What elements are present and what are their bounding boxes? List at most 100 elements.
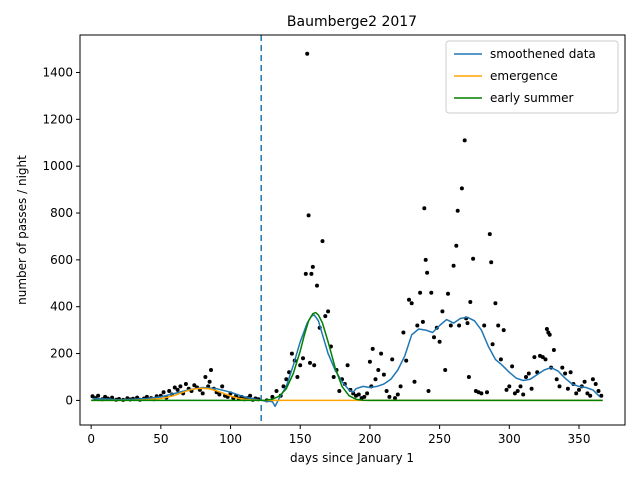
y-tick-label: 1200 [42, 112, 73, 126]
data-point [544, 327, 549, 331]
data-point [209, 368, 213, 372]
data-point [200, 391, 205, 396]
data-point [440, 309, 445, 314]
series-line-2 [91, 311, 603, 402]
data-point [295, 375, 300, 379]
data-point [96, 393, 101, 398]
data-point [496, 323, 501, 328]
data-point [323, 314, 328, 319]
data-point [370, 346, 375, 351]
data-point [459, 186, 464, 191]
data-point [468, 300, 473, 304]
data-point [582, 379, 587, 384]
series-line-1 [91, 387, 603, 402]
data-point [529, 386, 534, 391]
data-point [248, 393, 253, 398]
data-point [560, 365, 565, 370]
data-point [90, 394, 95, 399]
data-point [365, 391, 370, 396]
x-axis: 0 50 100 150 200 250 300 350 [87, 425, 590, 446]
data-point [310, 264, 315, 269]
y-tick-label: 600 [50, 253, 73, 267]
data-point [192, 383, 197, 388]
data-point [418, 290, 423, 295]
plot-area [90, 35, 604, 425]
data-point [423, 257, 428, 262]
data-point [420, 319, 425, 324]
data-point [501, 328, 506, 333]
data-point [557, 384, 562, 389]
data-point [183, 382, 188, 386]
legend-label: smoothened data [490, 47, 596, 61]
data-point [422, 206, 427, 211]
data-point [577, 387, 581, 392]
data-point [398, 384, 403, 389]
data-point [395, 392, 400, 397]
legend-box [445, 40, 619, 114]
data-point [426, 389, 431, 393]
data-point [312, 363, 317, 368]
data-point [479, 391, 484, 396]
data-point [207, 379, 212, 384]
y-tick-label: 1000 [42, 159, 73, 173]
x-tick-label: 100 [219, 432, 242, 446]
data-point [303, 271, 308, 276]
series-line-0 [92, 314, 601, 408]
data-point [518, 384, 523, 389]
data-point [320, 239, 325, 244]
data-point [281, 384, 286, 389]
data-point [308, 360, 312, 365]
data-point [404, 358, 409, 363]
data-point [490, 342, 495, 347]
chart-title: Baumberge2 2017 [287, 14, 417, 30]
data-point [274, 389, 279, 393]
data-point [393, 396, 397, 401]
data-point [599, 393, 604, 398]
data-point [437, 339, 442, 344]
data-point [524, 375, 528, 379]
y-tick-label: 800 [50, 206, 73, 220]
data-point [466, 375, 471, 379]
data-point [306, 213, 311, 218]
data-point [448, 323, 453, 328]
x-tick-label: 0 [87, 432, 95, 446]
data-point [379, 351, 384, 356]
data-point [543, 357, 548, 362]
data-point [446, 291, 450, 296]
data-point [301, 356, 305, 361]
data-point [167, 389, 172, 393]
data-point [547, 332, 552, 337]
data-point [568, 370, 573, 375]
data-point [588, 393, 593, 398]
data-point [493, 301, 498, 306]
plot-frame [79, 34, 626, 426]
data-point [487, 232, 492, 237]
data-point [540, 355, 545, 360]
data-point [337, 389, 342, 393]
data-point [532, 355, 537, 360]
plot-inner [90, 35, 604, 425]
data-point [510, 364, 515, 369]
data-point [596, 389, 601, 393]
data-point [407, 297, 411, 302]
x-tick-label: 250 [428, 432, 451, 446]
data-point [289, 351, 294, 356]
y-axis: 0 200 400 600 800 1000 1200 1400 [42, 65, 80, 407]
y-tick-label: 1400 [42, 65, 73, 79]
data-point [590, 377, 595, 382]
data-point [331, 375, 336, 379]
data-point [462, 138, 467, 143]
data-point [574, 391, 579, 396]
data-point [425, 270, 430, 275]
data-point [554, 377, 559, 382]
data-point [178, 384, 183, 389]
data-point [362, 394, 367, 399]
data-point [454, 243, 459, 248]
data-point [412, 379, 417, 384]
data-point [451, 263, 456, 268]
data-point [326, 309, 331, 314]
data-point [563, 371, 568, 376]
data-point [565, 386, 570, 391]
data-point [390, 357, 395, 362]
